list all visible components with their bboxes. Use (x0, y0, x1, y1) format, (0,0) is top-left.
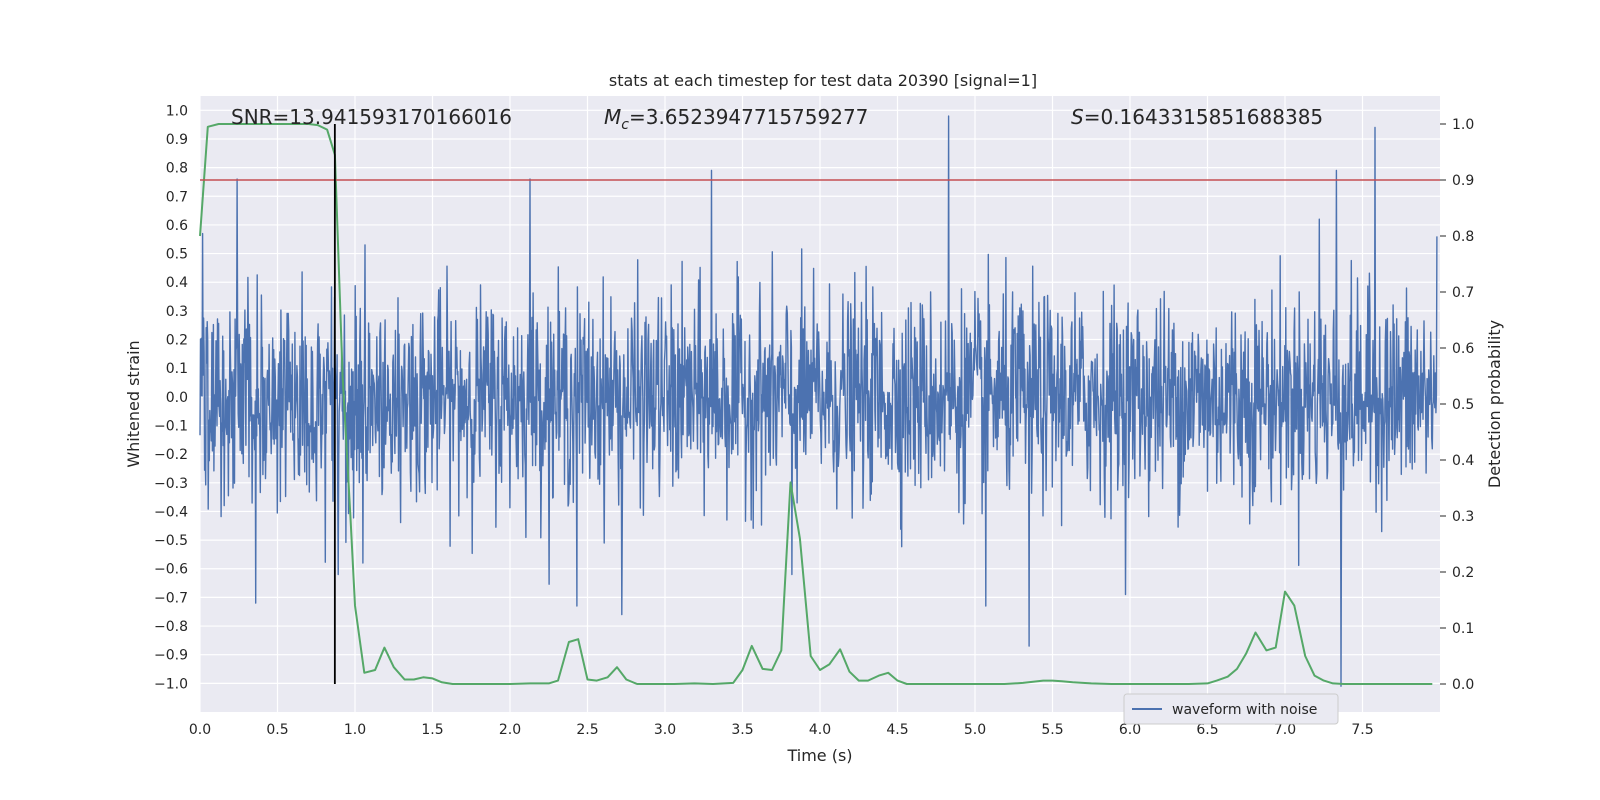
y-left-tick-label-6: −0.4 (154, 504, 188, 520)
y-right-tick-label-5: 0.5 (1452, 397, 1474, 413)
y-left-tick-label-10: 0.0 (166, 390, 188, 406)
chart-title: stats at each timestep for test data 203… (609, 71, 1037, 90)
x-tick-label-0: 0.0 (189, 722, 211, 738)
snr-annotation: SNR=13.941593170166016 (231, 105, 512, 129)
x-tick-label-1: 0.5 (266, 722, 288, 738)
x-tick-label-6: 3.0 (654, 722, 676, 738)
x-tick-label-2: 1.0 (344, 722, 366, 738)
x-tick-label-14: 7.0 (1274, 722, 1296, 738)
y-left-tick-label-9: −0.1 (154, 418, 188, 434)
chirp-mass-value: =3.6523947715759277 (629, 105, 868, 129)
y-left-tick-label-3: −0.7 (154, 590, 188, 606)
y-right-tick-label-3: 0.3 (1452, 509, 1474, 525)
x-axis-label: Time (s) (786, 746, 852, 765)
y-right-tick-label-2: 0.2 (1452, 565, 1474, 581)
x-tick-label-8: 4.0 (809, 722, 831, 738)
x-tick-label-12: 6.0 (1119, 722, 1141, 738)
s-symbol: S (1071, 105, 1084, 129)
y-left-tick-label-19: 0.9 (166, 132, 188, 148)
x-tick-label-11: 5.5 (1041, 722, 1063, 738)
y-right-tick-label-8: 0.8 (1452, 229, 1474, 245)
y-right-tick-label-6: 0.6 (1452, 341, 1474, 357)
probability-line (199, 123, 1433, 685)
x-tick-label-3: 1.5 (421, 722, 443, 738)
y-left-tick-label-1: −0.9 (154, 648, 188, 664)
y-right-tick-label-1: 0.1 (1452, 621, 1474, 637)
x-tick-label-4: 2.0 (499, 722, 521, 738)
y-left-tick-label-16: 0.6 (166, 218, 188, 234)
y-left-tick-label-8: −0.2 (154, 447, 188, 463)
y-left-tick-label-17: 0.7 (166, 189, 188, 205)
y-left-tick-label-13: 0.3 (166, 304, 188, 320)
y-left-tick-label-20: 1.0 (166, 103, 188, 119)
y-left-tick-label-7: −0.3 (154, 476, 188, 492)
s-value: =0.1643315851688385 (1084, 105, 1323, 129)
x-tick-label-15: 7.5 (1351, 722, 1373, 738)
y-right-tick-label-10: 1.0 (1452, 117, 1474, 133)
y-left-tick-label-4: −0.6 (154, 562, 188, 578)
y-left-tick-label-15: 0.5 (166, 247, 188, 263)
y-left-tick-label-12: 0.2 (166, 333, 188, 349)
chirp-mass-symbol: M (604, 105, 621, 129)
y-left-axis-label: Whitened strain (124, 340, 143, 467)
y-right-axis-label: Detection probability (1485, 320, 1504, 488)
x-tick-label-5: 2.5 (576, 722, 598, 738)
y-left-tick-label-2: −0.8 (154, 619, 188, 635)
y-left-tick-label-0: −1.0 (154, 676, 188, 692)
y-right-tick-label-4: 0.4 (1452, 453, 1474, 469)
legend-label-waveform: waveform with noise (1172, 702, 1317, 718)
waveform-series (199, 115, 1438, 687)
y-right-axis-ticks: 0.0 0.1 0.2 0.3 0.4 0.5 0.6 0.7 0.8 0.9 1.0 (1440, 117, 1474, 693)
y-left-tick-label-18: 0.8 (166, 161, 188, 177)
y-left-tick-label-5: −0.5 (154, 533, 188, 549)
y-right-tick-label-9: 0.9 (1452, 173, 1474, 189)
reference-lines (200, 124, 1440, 684)
s-annotation: S=0.1643315851688385 (1071, 105, 1323, 129)
x-tick-label-10: 5.0 (964, 722, 986, 738)
y-left-tick-label-11: 0.1 (166, 361, 188, 377)
legend: waveform with noise (1123, 693, 1339, 725)
x-tick-label-7: 3.5 (731, 722, 753, 738)
chirp-mass-subscript: c (621, 117, 629, 133)
y-left-tick-label-14: 0.4 (166, 275, 188, 291)
y-left-axis-ticks: −1.0 −0.9 −0.8 −0.7 −0.6 −0.5 −0.4 −0.3 −0.2 −0.1… (154, 103, 188, 692)
probability-series (199, 123, 1433, 685)
waveform-line (199, 115, 1438, 687)
y-right-tick-label-0: 0.0 (1452, 677, 1474, 693)
chirp-mass-annotation: Mc=3.6523947715759277 (604, 105, 868, 133)
x-axis-ticks: 0.0 0.5 1.0 1.5 2.0 2.5 3.0 3.5 4.0 4.5 5.0 5.5 6.0 6… (189, 722, 1374, 738)
legend-box (1123, 693, 1339, 725)
y-right-tick-label-7: 0.7 (1452, 285, 1474, 301)
x-tick-label-13: 6.5 (1196, 722, 1218, 738)
x-tick-label-9: 4.5 (886, 722, 908, 738)
